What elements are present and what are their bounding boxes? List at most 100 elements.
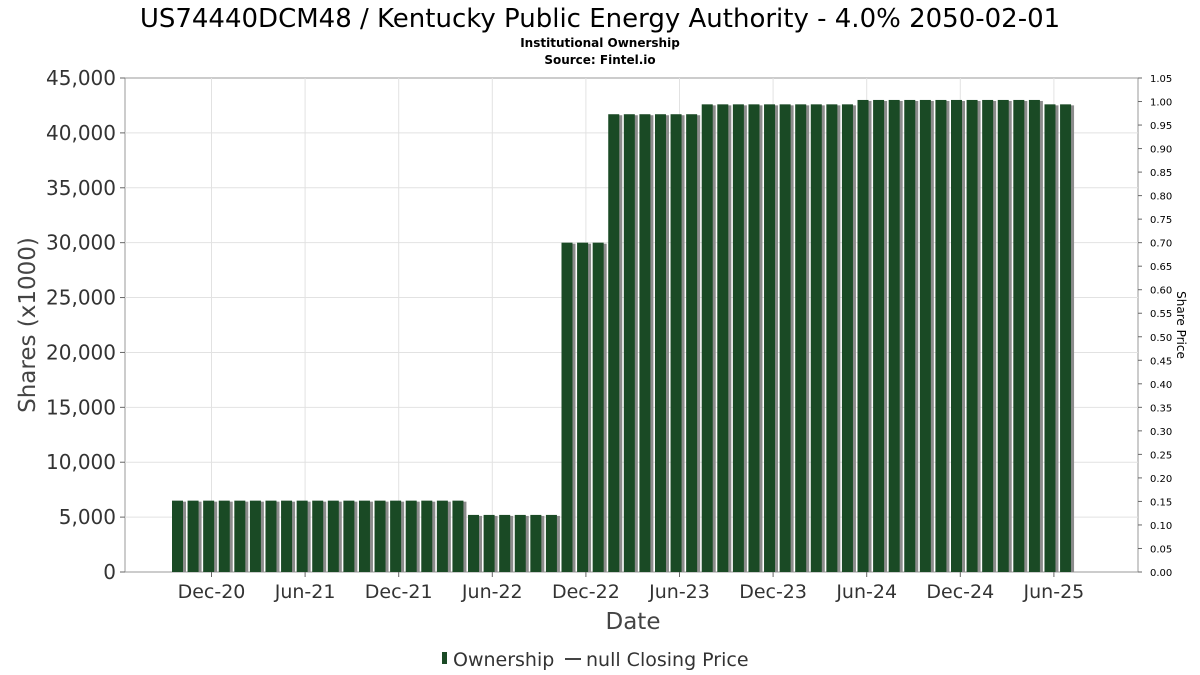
y-right-tick-label: 0.45 — [1150, 356, 1172, 367]
bar — [670, 114, 682, 572]
bar — [296, 500, 308, 572]
y-tick-label: 10,000 — [46, 450, 116, 474]
y-right-tick-label: 0.50 — [1150, 333, 1172, 344]
x-tick-label: Dec-22 — [552, 581, 620, 603]
y-right-tick-label: 0.30 — [1150, 427, 1172, 438]
bar — [686, 114, 698, 572]
y-right-tick-label: 0.70 — [1150, 239, 1172, 250]
y-tick-label: 30,000 — [46, 231, 116, 255]
bar — [1013, 99, 1025, 572]
y-tick-label: 40,000 — [46, 121, 116, 145]
y-axis-ticks: 0 5,000 10,000 15,000 20,000 25,000 30,000 35,0… — [46, 66, 125, 584]
y-right-tick-label: 0.40 — [1150, 380, 1172, 391]
bar — [951, 99, 962, 572]
y-right-tick-label: 0.15 — [1150, 497, 1172, 508]
chart-subtitle: Institutional Ownership — [520, 36, 680, 50]
bar — [779, 104, 791, 572]
bar — [857, 99, 869, 572]
bar — [904, 99, 916, 572]
x-tick-label: Jun-23 — [648, 581, 710, 603]
chart-title: US74440DCM48 / Kentucky Public Energy Au… — [140, 4, 1060, 34]
y-right-tick-label: 0.10 — [1150, 521, 1172, 532]
bar — [966, 99, 978, 572]
y-tick-label: 0 — [103, 560, 116, 584]
bar — [982, 99, 994, 572]
bar — [530, 514, 542, 572]
x-axis-ticks: Dec-20 Jun-21 Dec-21 Jun-22 Dec-22 Jun-23 Dec-… — [178, 572, 1085, 603]
bar — [1060, 104, 1072, 572]
y-right-tick-label: 0.65 — [1150, 262, 1172, 273]
y-right-tick-label: 0.55 — [1150, 309, 1172, 320]
bar — [592, 242, 604, 572]
x-axis-label: Date — [606, 609, 661, 635]
bar — [358, 500, 370, 572]
bar — [390, 500, 402, 572]
bar — [888, 99, 900, 572]
bar — [826, 104, 838, 572]
legend-ownership-swatch — [442, 652, 447, 664]
bar — [935, 99, 947, 572]
bar — [748, 104, 760, 572]
bar — [1028, 99, 1040, 572]
bar — [919, 99, 931, 572]
bar — [717, 104, 729, 572]
bar — [312, 500, 324, 572]
bar — [203, 500, 215, 572]
bar — [218, 500, 230, 572]
bar — [172, 500, 183, 572]
bar — [997, 99, 1009, 572]
x-tick-label: Jun-25 — [1023, 581, 1085, 603]
y-right-tick-label: 0.90 — [1150, 145, 1172, 156]
bar — [623, 114, 635, 572]
bar — [577, 242, 589, 572]
y-tick-label: 25,000 — [46, 286, 116, 310]
y-right-tick-label: 0.20 — [1150, 474, 1172, 485]
y-right-tick-label: 0.75 — [1150, 215, 1172, 226]
bar — [514, 514, 526, 572]
bar — [483, 514, 495, 572]
bar — [452, 500, 464, 572]
x-tick-label: Jun-22 — [461, 581, 523, 603]
y-right-tick-label: 1.00 — [1150, 98, 1172, 109]
y-right-tick-label: 0.60 — [1150, 286, 1172, 297]
bar — [841, 104, 853, 572]
x-tick-label: Dec-24 — [926, 581, 994, 603]
bar — [1044, 104, 1056, 572]
bar — [545, 514, 557, 572]
bar — [436, 500, 448, 572]
bar — [374, 500, 386, 572]
legend: Ownership null Closing Price — [442, 649, 749, 671]
bar-series-ownership — [172, 99, 1075, 572]
y-right-axis-label: Share Price — [1174, 291, 1188, 359]
y-tick-label: 15,000 — [46, 395, 116, 419]
bar — [468, 514, 480, 572]
y-tick-label: 5,000 — [59, 505, 116, 529]
bar — [764, 104, 776, 572]
y-right-tick-label: 0.95 — [1150, 121, 1172, 132]
bar — [654, 114, 666, 572]
bar — [249, 500, 261, 572]
bar — [281, 500, 293, 572]
x-tick-label: Jun-24 — [835, 581, 897, 603]
bar — [343, 500, 355, 572]
y-axis-label: Shares (x1000) — [15, 237, 41, 413]
bar — [234, 500, 246, 572]
bar — [421, 500, 433, 572]
bar — [795, 104, 807, 572]
y-right-axis-ticks: 0.00 0.05 0.10 0.15 0.20 0.25 0.30 0.35 0.40 0.45… — [1138, 74, 1172, 579]
y-tick-label: 35,000 — [46, 176, 116, 200]
bar — [608, 114, 620, 572]
bar — [405, 500, 417, 572]
y-right-tick-label: 0.00 — [1150, 568, 1172, 579]
y-right-tick-label: 0.35 — [1150, 403, 1172, 414]
bar — [873, 99, 885, 572]
bar — [265, 500, 277, 572]
bar — [499, 514, 511, 572]
y-tick-label: 20,000 — [46, 340, 116, 364]
bar — [701, 104, 713, 572]
x-tick-label: Dec-21 — [365, 581, 433, 603]
x-tick-label: Dec-20 — [178, 581, 246, 603]
y-right-tick-label: 0.80 — [1150, 192, 1172, 203]
y-right-tick-label: 0.85 — [1150, 168, 1172, 179]
bar — [639, 114, 651, 572]
